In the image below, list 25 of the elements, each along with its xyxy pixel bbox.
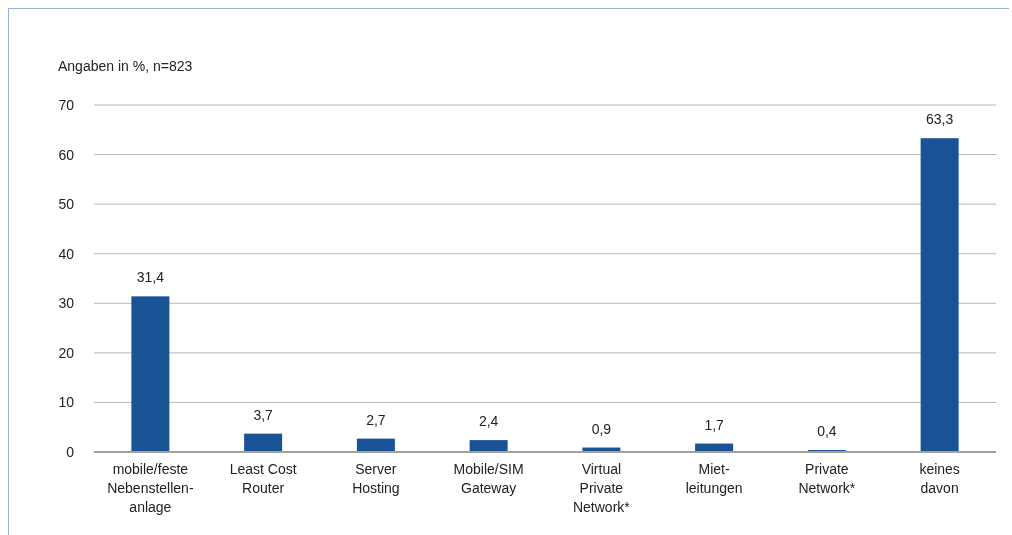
y-tick-label: 70: [58, 97, 75, 113]
x-tick-label: Mobile/SIM Gateway: [453, 461, 524, 496]
y-tick-label: 0: [66, 444, 75, 460]
data-label: 63,3: [926, 111, 954, 128]
y-tick-label: 40: [58, 245, 75, 262]
data-label: 2,4: [478, 413, 499, 430]
x-tick-label: Server Hosting: [352, 461, 400, 496]
y-axis-title: Angaben in %, n=823: [58, 58, 193, 74]
data-label: 0,4: [817, 423, 837, 440]
x-tick-label: Private Network*: [798, 461, 856, 496]
y-tick-label: 20: [58, 344, 75, 361]
y-tick-label: 10: [58, 394, 75, 411]
x-tick-label: mobile/feste Nebenstellen- anlage: [107, 461, 194, 515]
x-tick-label: Miet- leitungen: [685, 461, 743, 496]
y-tick-label: 50: [58, 196, 75, 213]
x-tick-label: Virtual Private Network*: [572, 461, 631, 515]
data-label: 1,7: [704, 416, 725, 433]
y-tick-label: 60: [58, 146, 75, 163]
data-label: 2,7: [366, 411, 386, 428]
y-tick-label: 30: [58, 295, 75, 312]
x-tick-label: keines davon: [919, 461, 960, 496]
data-label: 3,7: [253, 406, 274, 423]
data-label: 31,4: [136, 269, 165, 286]
data-label: 0,9: [591, 420, 612, 437]
x-tick-label: Least Cost Router: [229, 461, 297, 496]
